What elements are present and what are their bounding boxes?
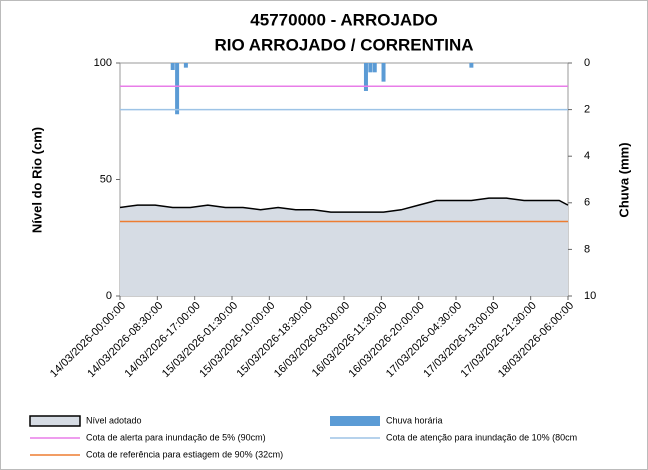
legend-swatch [330,416,380,426]
level-area [120,198,568,296]
rain-bar [469,63,474,68]
rain-bar [381,63,386,82]
y-tick-label: 100 [94,57,112,69]
rain-bar [183,63,188,68]
legend-label: Cota de referência para estiagem de 90% … [86,449,283,459]
y-tick-label: 50 [100,173,112,185]
rain-bar [170,63,175,70]
y2-tick-label: 6 [584,197,590,209]
legend-label: Chuva horária [386,415,443,425]
level-line [119,197,569,213]
y2-axis-label: Chuva (mm) [616,142,631,217]
y2-tick-label: 8 [584,243,590,255]
y2-tick-label: 10 [584,290,596,302]
chart-subtitle: RIO ARROJADO / CORRENTINA [214,35,473,54]
legend-label: Cota de atenção para inundação de 10% (8… [386,432,577,442]
rain-bar [175,63,180,115]
y-tick-label: 0 [106,290,112,302]
y2-tick-label: 2 [584,104,590,116]
y-axis-label: Nível do Rio (cm) [29,127,44,233]
legend-label: Nível adotado [86,415,142,425]
rain-bar [368,63,373,73]
legend-label: Cota de alerta para inundação de 5% (90c… [86,432,266,442]
legend-swatch [29,415,81,427]
y2-tick-label: 4 [584,150,590,162]
rain-bar [372,63,377,73]
y2-tick-label: 0 [584,57,590,69]
chart-title: 45770000 - ARROJADO [250,10,437,29]
rain-bar [363,63,368,91]
